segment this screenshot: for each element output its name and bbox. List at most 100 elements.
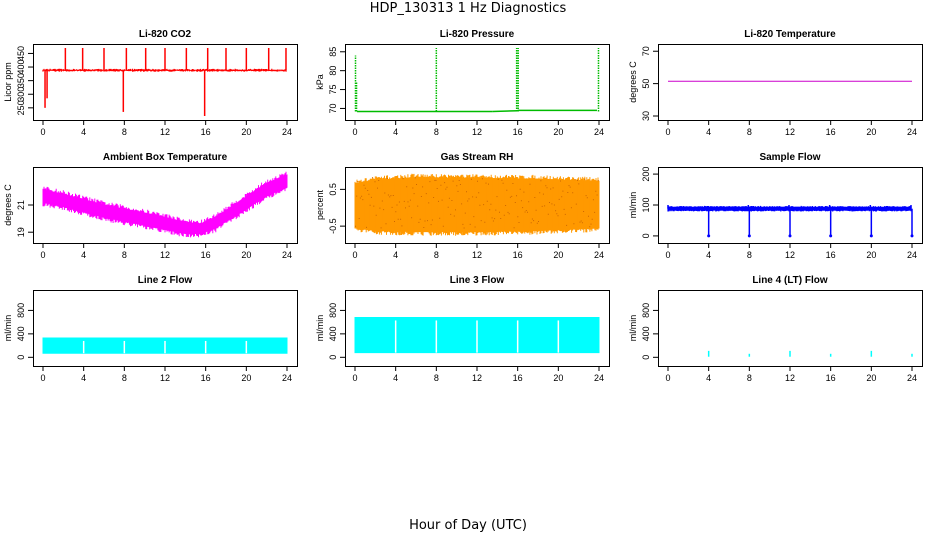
series	[42, 171, 288, 238]
x-tick-label: 12	[472, 250, 482, 260]
y-tick-label: 70	[328, 103, 338, 113]
x-tick-label: 24	[907, 373, 917, 383]
x-tick-label: 4	[706, 250, 711, 260]
x-tick-label: 12	[785, 250, 795, 260]
x-tick-label: 16	[201, 250, 211, 260]
x-tick-label: 0	[352, 373, 357, 383]
x-tick-label: 8	[122, 127, 127, 137]
x-axis: 0 4 8 12 16 20 24	[665, 243, 917, 260]
x-tick-label: 0	[665, 250, 670, 260]
x-tick-label: 0	[665, 373, 670, 383]
x-tick-label: 4	[81, 127, 86, 137]
x-tick-label: 12	[785, 127, 795, 137]
y-axis: 0 400 800	[328, 303, 346, 360]
x-tick-label: 4	[393, 127, 398, 137]
y-tick-label: 400	[16, 60, 26, 75]
x-tick-label: 12	[472, 127, 482, 137]
panel-5: Gas Stream RH percent 0 4 8 12 16 20 24 -0.5 0.5	[315, 152, 610, 260]
y-axis: -0.5 0.5	[328, 183, 346, 234]
x-tick-label: 16	[201, 373, 211, 383]
y-axis-label: kPa	[315, 74, 325, 90]
x-tick-label: 4	[706, 127, 711, 137]
y-tick-label: 0	[641, 355, 651, 360]
y-tick-label: 50	[641, 79, 651, 89]
y-tick-label: 30	[641, 111, 651, 121]
x-axis: 0 4 8 12 16 20 24	[40, 120, 292, 137]
x-tick-label: 0	[40, 127, 45, 137]
panel-2: Li-820 Pressure kPa 0 4 8 12 16 20 24 70 75 80 85	[315, 29, 610, 137]
panel-title: Li-820 CO2	[139, 29, 192, 40]
x-tick-label: 24	[907, 250, 917, 260]
x-tick-label: 24	[907, 127, 917, 137]
x-tick-label: 20	[241, 127, 251, 137]
x-tick-label: 20	[866, 373, 876, 383]
plot-frame	[658, 44, 923, 121]
x-tick-label: 0	[352, 250, 357, 260]
y-tick-label: 100	[641, 197, 651, 212]
y-tick-label: 70	[641, 46, 651, 56]
x-axis-title: Hour of Day (UTC)	[409, 518, 527, 533]
series-point	[747, 234, 751, 238]
x-tick-label: 16	[513, 250, 523, 260]
x-tick-label: 0	[352, 127, 357, 137]
y-axis: 30 50 70	[641, 46, 659, 121]
y-axis: 0 400 800	[16, 303, 34, 360]
x-tick-label: 8	[747, 373, 752, 383]
y-tick-label: 0	[16, 355, 26, 360]
y-axis-label: degrees C	[628, 61, 638, 103]
y-tick-label: 85	[328, 47, 338, 57]
x-tick-label: 4	[393, 250, 398, 260]
y-tick-label: 300	[16, 87, 26, 102]
x-tick-label: 0	[40, 373, 45, 383]
x-tick-label: 12	[160, 127, 170, 137]
x-axis: 0 4 8 12 16 20 24	[665, 366, 917, 383]
y-tick-label: 200	[641, 167, 651, 182]
panel-title: Line 3 Flow	[450, 275, 505, 286]
x-tick-label: 20	[241, 373, 251, 383]
y-tick-label: 400	[328, 326, 338, 341]
x-tick-label: 16	[513, 127, 523, 137]
x-tick-label: 24	[594, 250, 604, 260]
panel-title: Line 4 (LT) Flow	[752, 275, 828, 286]
series	[667, 205, 914, 238]
x-tick-label: 20	[553, 373, 563, 383]
x-tick-label: 20	[866, 127, 876, 137]
x-tick-label: 24	[282, 373, 292, 383]
series-point	[829, 234, 833, 238]
x-tick-label: 20	[553, 127, 563, 137]
x-tick-label: 16	[826, 373, 836, 383]
x-tick-label: 12	[160, 373, 170, 383]
series-point	[869, 234, 873, 238]
panel-6: Sample Flow ml/min 0 4 8 12 16 20 24 0 100 200	[628, 152, 923, 260]
y-axis: 70 75 80 85	[328, 47, 346, 113]
series-point	[788, 234, 792, 238]
y-tick-label: 800	[16, 303, 26, 318]
y-tick-label: 450	[16, 46, 26, 61]
y-tick-label: -0.5	[328, 218, 338, 234]
y-tick-label: 350	[16, 73, 26, 88]
panel-3: Li-820 Temperature degrees C 0 4 8 12 16 20 24 30…	[628, 29, 923, 137]
panel-title: Ambient Box Temperature	[103, 152, 228, 163]
y-axis-label: ml/min	[315, 315, 325, 342]
series	[354, 48, 600, 113]
x-tick-label: 4	[393, 373, 398, 383]
x-tick-label: 8	[122, 250, 127, 260]
x-tick-label: 8	[747, 250, 752, 260]
y-tick-label: 800	[328, 303, 338, 318]
x-tick-label: 24	[594, 373, 604, 383]
x-tick-label: 0	[665, 127, 670, 137]
y-axis-label: ml/min	[628, 192, 638, 219]
x-tick-label: 16	[826, 250, 836, 260]
y-tick-label: 80	[328, 66, 338, 76]
x-axis: 0 4 8 12 16 20 24	[352, 366, 604, 383]
y-tick-label: 19	[16, 227, 26, 237]
y-axis-label: Licor ppm	[3, 62, 13, 102]
y-axis: 0 400 800	[641, 303, 659, 360]
x-tick-label: 4	[81, 250, 86, 260]
panel-title: Gas Stream RH	[441, 152, 514, 163]
x-tick-label: 8	[747, 127, 752, 137]
x-tick-label: 16	[513, 373, 523, 383]
series	[42, 48, 287, 116]
